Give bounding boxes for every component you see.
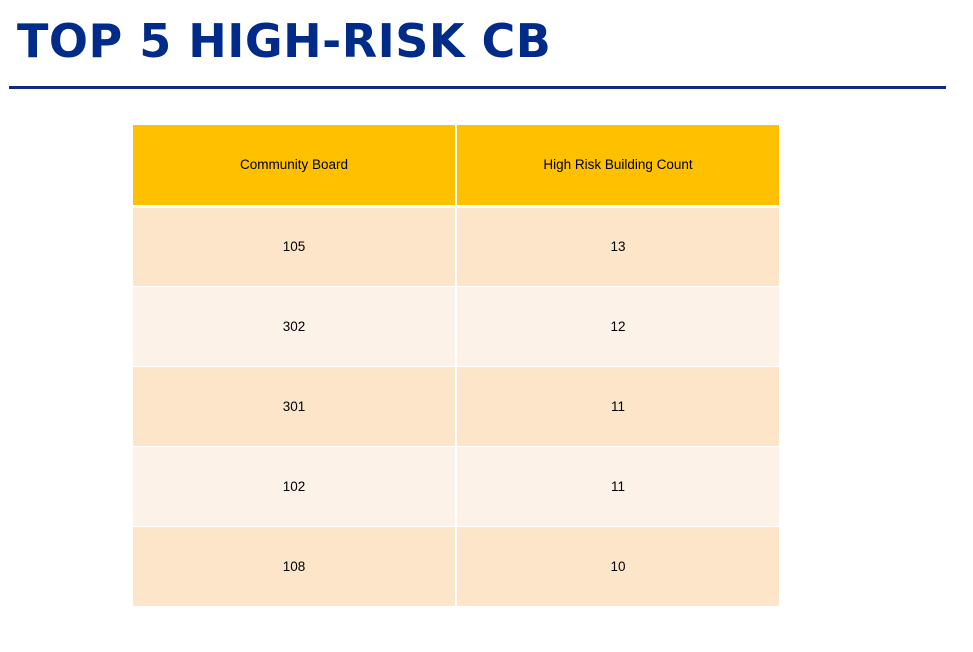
cell-community-board: 102	[133, 446, 457, 526]
cell-building-count: 11	[610, 398, 625, 414]
header-community-board: Community Board	[133, 125, 457, 206]
table-header-row: Community Board High Risk Building Count	[133, 125, 779, 206]
table-row: 105 13	[133, 206, 779, 286]
cell-building-count: 10	[610, 558, 626, 574]
header-high-risk-building-count: High Risk Building Count	[543, 157, 693, 173]
table-row: 301 11	[133, 366, 779, 446]
high-risk-cb-table: Community Board High Risk Building Count…	[133, 125, 779, 607]
table-row: 302 12	[133, 286, 779, 366]
cell-building-count: 12	[610, 318, 626, 334]
table-row: 102 11	[133, 446, 779, 526]
slide-title: TOP 5 HIGH-RISK CB	[17, 14, 552, 68]
cell-community-board: 302	[133, 286, 457, 366]
cell-community-board: 301	[133, 366, 457, 446]
cell-building-count: 11	[610, 478, 625, 494]
cell-community-board: 108	[133, 526, 457, 606]
high-risk-table-container: Community Board High Risk Building Count…	[133, 125, 779, 607]
cell-community-board: 105	[133, 206, 457, 286]
cell-building-count: 13	[610, 239, 626, 254]
title-underline-divider	[9, 86, 946, 89]
table-row: 108 10	[133, 526, 779, 606]
